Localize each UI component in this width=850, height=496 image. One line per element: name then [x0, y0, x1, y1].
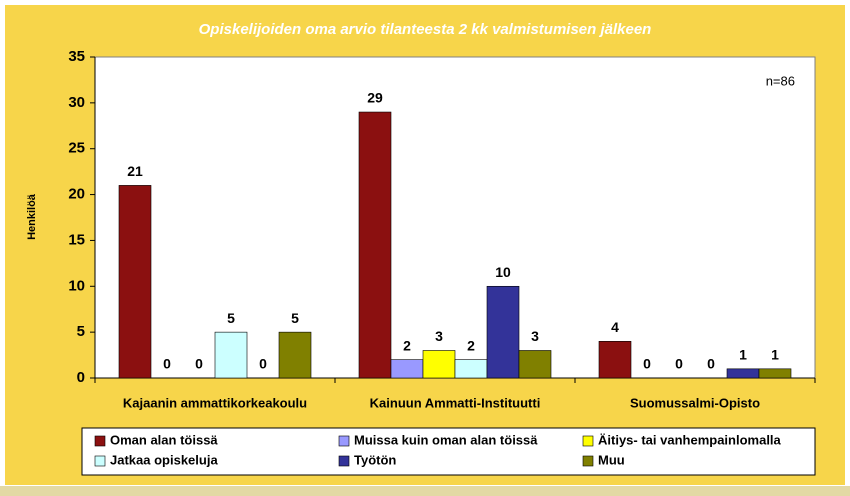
bar: [454, 359, 488, 379]
bar: [486, 285, 520, 379]
chart-title: Opiskelijoiden oma arvio tilanteesta 2 k…: [199, 21, 652, 38]
data-label: 10: [495, 264, 511, 280]
legend-swatch: [94, 435, 106, 447]
data-label: 0: [195, 356, 203, 372]
data-label: 0: [163, 356, 171, 372]
data-label: 0: [707, 356, 715, 372]
bar: [358, 111, 392, 379]
data-label: 5: [227, 310, 235, 326]
bar: [598, 341, 632, 379]
legend-label: Jatkaa opiskeluja: [110, 452, 218, 467]
data-label: 0: [259, 356, 267, 372]
bar: [118, 185, 152, 379]
legend-label: Oman alan töissä: [110, 432, 218, 447]
plot-area: [94, 56, 816, 379]
y-tick-label: 20: [68, 186, 85, 203]
data-label: 1: [771, 347, 779, 363]
data-label: 2: [467, 337, 475, 353]
legend-swatch: [582, 455, 594, 467]
data-label: 1: [739, 347, 747, 363]
y-tick-label: 30: [68, 94, 85, 111]
legend-label: Työtön: [354, 452, 396, 467]
legend-label: Äitiys- tai vanhempainlomalla: [598, 432, 782, 447]
data-label: 4: [611, 319, 619, 335]
y-tick-label: 5: [77, 323, 85, 340]
y-tick-label: 15: [68, 231, 85, 248]
y-tick-label: 10: [68, 277, 85, 294]
legend-swatch: [582, 435, 594, 447]
data-label: 0: [643, 356, 651, 372]
y-tick-label: 35: [68, 48, 85, 65]
legend-swatch: [338, 455, 350, 467]
data-label: 21: [127, 163, 143, 179]
bar: [758, 368, 792, 379]
data-label: 29: [367, 90, 383, 106]
bottom-strip: [0, 486, 850, 496]
y-axis-label: Henkilöä: [26, 193, 38, 240]
data-label: 3: [435, 328, 443, 344]
data-label: 0: [675, 356, 683, 372]
data-label: 3: [531, 328, 539, 344]
legend-label: Muissa kuin oman alan töissä: [354, 432, 538, 447]
bar: [278, 331, 312, 379]
bar: [390, 359, 424, 379]
legend: [81, 427, 816, 476]
bar: [422, 350, 456, 379]
bar: [726, 368, 760, 379]
y-tick-label: 25: [68, 140, 85, 157]
legend-swatch: [338, 435, 350, 447]
x-tick-label: Kajaanin ammattikorkeakoulu: [123, 395, 307, 410]
annotation: n=86: [766, 73, 795, 88]
x-tick-label: Suomussalmi-Opisto: [630, 395, 760, 410]
legend-label: Muu: [598, 452, 625, 467]
data-label: 2: [403, 337, 411, 353]
bar: [518, 350, 552, 379]
bar: [214, 331, 248, 379]
data-label: 5: [291, 310, 299, 326]
y-tick-label: 0: [77, 369, 85, 386]
x-tick-label: Kainuun Ammatti-Instituutti: [370, 395, 541, 410]
legend-swatch: [94, 455, 106, 467]
